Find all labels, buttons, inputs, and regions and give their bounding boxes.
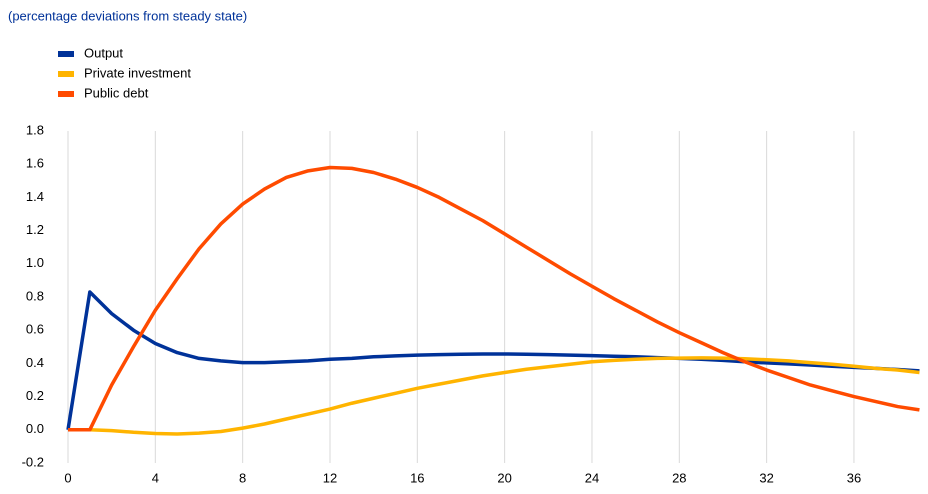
y-tick-label: 1.8 [26, 122, 44, 137]
y-tick-label: 1.2 [26, 222, 44, 237]
chart-subtitle: (percentage deviations from steady state… [8, 8, 247, 23]
y-tick-label: 1.4 [26, 189, 44, 204]
series-line [68, 165, 920, 432]
y-tick-label: 0.6 [26, 322, 44, 337]
y-tick-label: 0.4 [26, 355, 44, 370]
x-tick-label: 12 [323, 470, 337, 485]
x-tick-label: 28 [672, 470, 686, 485]
legend-swatch [58, 71, 74, 77]
legend-swatch [58, 51, 74, 57]
x-tick-label: 0 [64, 470, 71, 485]
x-tick-label: 8 [239, 470, 246, 485]
y-tick-label: 1.0 [26, 255, 44, 270]
series-line [66, 290, 920, 431]
y-tick-label: 0.8 [26, 288, 44, 303]
legend-label: Private investment [84, 65, 191, 80]
series-line [68, 356, 920, 436]
legend-label: Public debt [84, 85, 149, 100]
x-tick-label: 36 [847, 470, 861, 485]
x-tick-label: 4 [152, 470, 159, 485]
y-tick-label: 0.0 [26, 421, 44, 436]
legend-swatch [58, 91, 74, 97]
x-tick-label: 16 [410, 470, 424, 485]
x-tick-label: 20 [497, 470, 511, 485]
y-tick-label: 1.6 [26, 156, 44, 171]
y-tick-label: 0.2 [26, 388, 44, 403]
x-tick-label: 24 [585, 470, 599, 485]
y-tick-label: -0.2 [22, 454, 44, 469]
legend-label: Output [84, 45, 123, 60]
x-tick-label: 32 [759, 470, 773, 485]
